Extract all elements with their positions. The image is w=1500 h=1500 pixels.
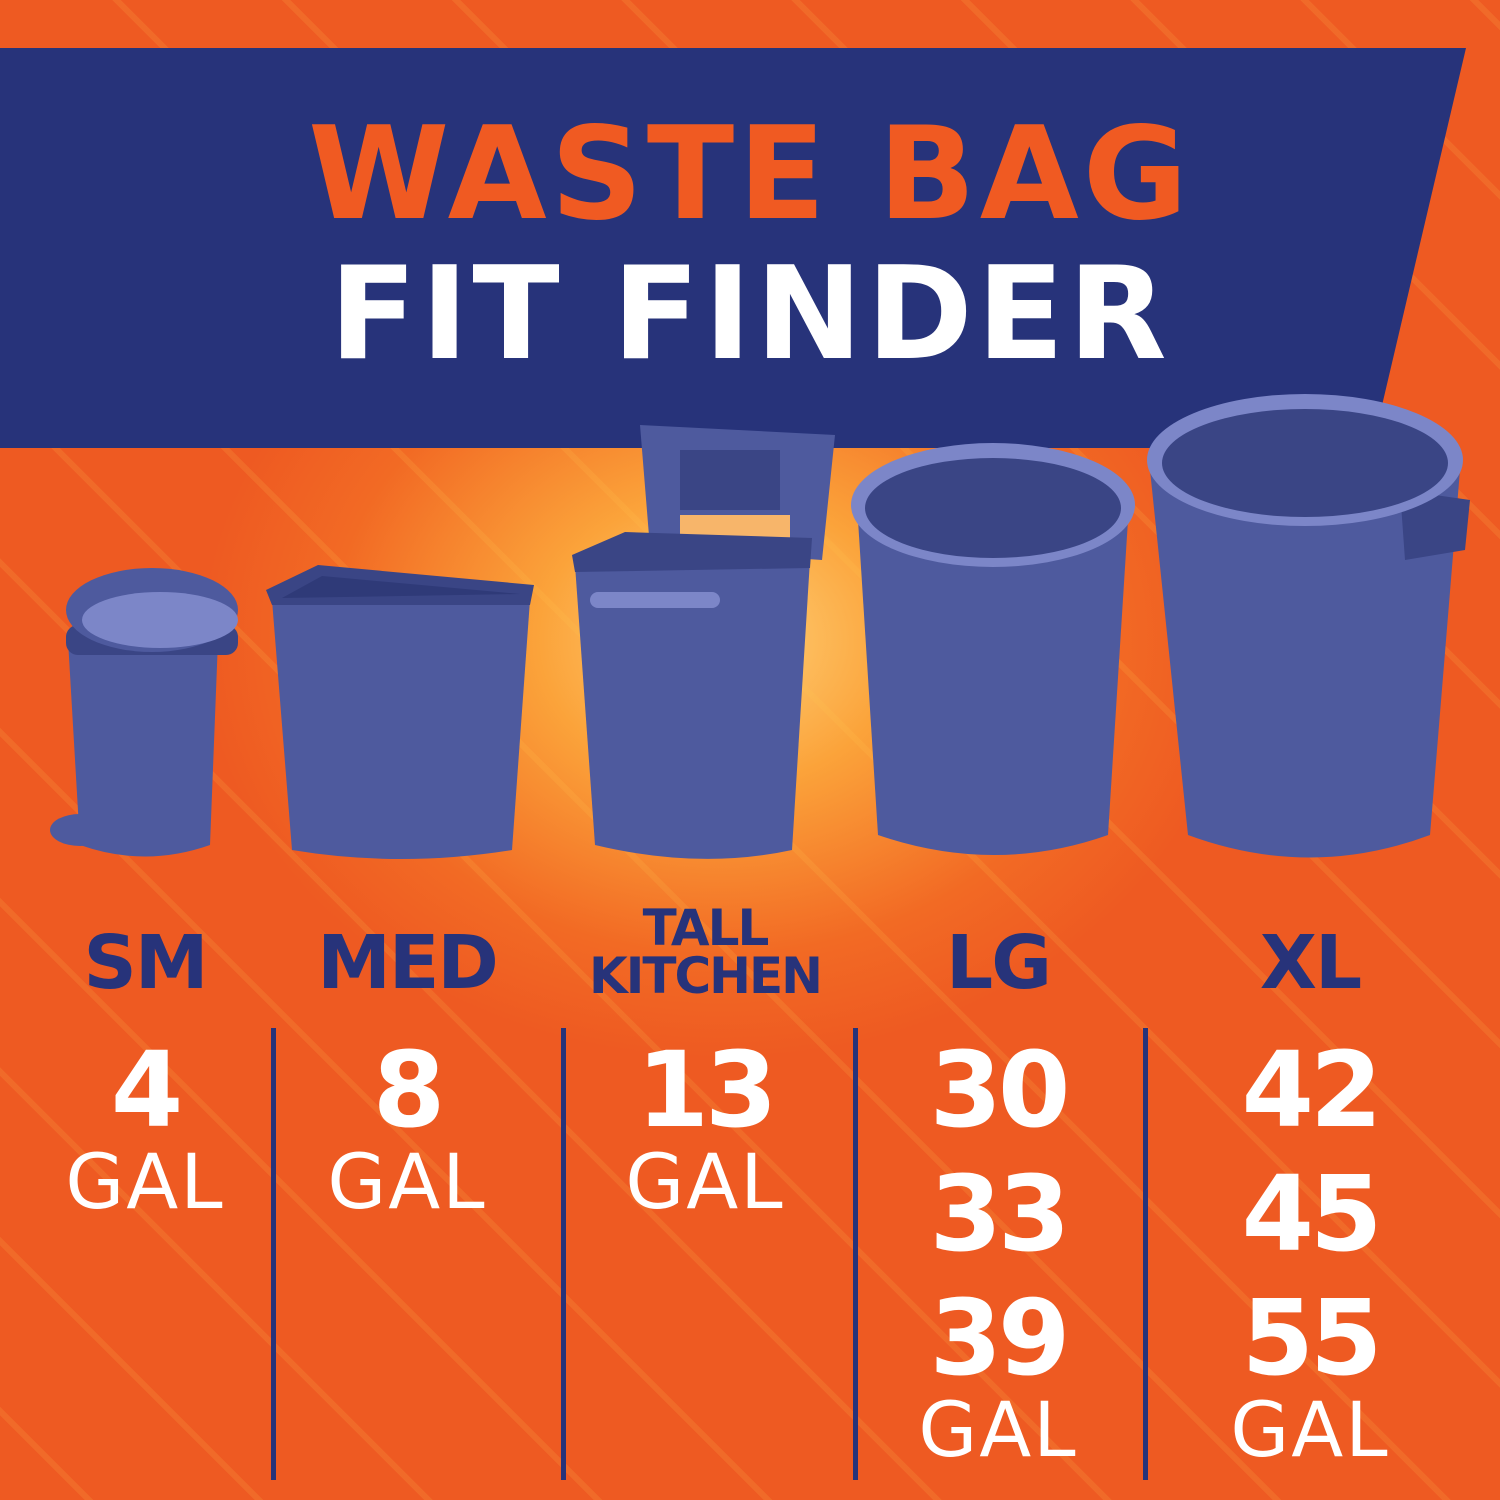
size-column-xl: XL 42 45 55 GAL	[1165, 880, 1455, 1468]
size-label: MED	[317, 920, 499, 1006]
capacity-value: 33	[929, 1153, 1071, 1275]
capacity-unit: GAL	[918, 1385, 1078, 1474]
capacity-unit: GAL	[65, 1137, 225, 1226]
title-line1: WASTE BAG	[308, 100, 1192, 249]
column-divider	[271, 1028, 276, 1480]
capacity-value: 42	[1241, 1029, 1383, 1151]
size-label: SM	[83, 920, 209, 1006]
title-line2: FIT FINDER	[329, 240, 1171, 389]
capacity-value: 45	[1241, 1153, 1383, 1275]
size-column-lg: LG 30 33 39 GAL	[853, 880, 1143, 1468]
bins-illustration	[50, 394, 1470, 859]
capacity-value: 4	[110, 1029, 183, 1151]
column-divider	[1143, 1028, 1148, 1480]
size-column-tall-kitchen: TALL KITCHEN 13 GAL	[560, 880, 850, 1220]
size-label: TALL KITCHEN	[560, 880, 850, 1005]
capacity-value: 13	[636, 1029, 778, 1151]
size-label-line2: KITCHEN	[589, 947, 823, 1005]
step-trash-can-icon	[50, 568, 238, 857]
capacity-unit: GAL	[327, 1137, 487, 1226]
capacity-value: 39	[929, 1277, 1071, 1399]
round-trash-can-icon	[851, 443, 1135, 855]
capacity-value: 30	[929, 1029, 1071, 1151]
size-column-med: MED 8 GAL	[262, 880, 552, 1220]
size-label: XL	[1259, 920, 1362, 1006]
capacity-value: 8	[372, 1029, 445, 1151]
column-divider	[853, 1028, 858, 1480]
title-banner	[0, 48, 1466, 448]
capacity-unit: GAL	[625, 1137, 785, 1226]
capacity-unit: GAL	[1230, 1385, 1390, 1474]
lidded-kitchen-bin-icon	[572, 425, 835, 859]
size-label-line1: TALL	[642, 899, 770, 957]
column-divider	[561, 1028, 566, 1480]
size-label: LG	[946, 920, 1052, 1006]
capacity-value: 55	[1241, 1277, 1383, 1399]
wastebasket-icon	[266, 565, 534, 859]
large-trash-can-icon	[1147, 394, 1470, 858]
size-column-sm: SM 4 GAL	[0, 880, 290, 1220]
